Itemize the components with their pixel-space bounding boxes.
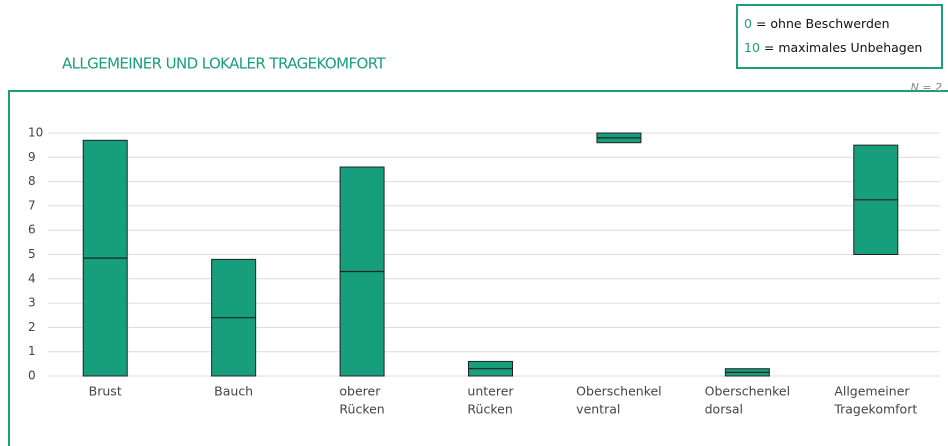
x-tick-label: Rücken xyxy=(467,402,512,417)
y-tick-label: 4 xyxy=(28,271,36,285)
frame xyxy=(8,90,948,446)
y-tick-label: 7 xyxy=(28,198,36,212)
x-tick-label: Oberschenkel xyxy=(576,384,661,399)
x-tick-label: Bauch xyxy=(214,384,253,399)
scale-note-box xyxy=(736,4,943,69)
x-tick-label: Brust xyxy=(89,384,122,399)
sample-note: N = 2 xyxy=(911,81,942,94)
y-tick-label: 5 xyxy=(28,247,36,261)
x-tick-label: unterer xyxy=(467,384,514,399)
y-tick-label: 10 xyxy=(28,126,43,140)
scale-text: = ohne Beschwerden xyxy=(756,16,890,31)
x-tick-label: Oberschenkel xyxy=(705,384,790,399)
y-tick-label: 1 xyxy=(28,344,36,358)
x-tick-label: Rücken xyxy=(339,402,384,417)
scale-note: 0 = ohne Beschwerden xyxy=(744,16,890,31)
x-tick-label: Tragekomfort xyxy=(833,402,917,417)
scale-key: 0 xyxy=(744,16,752,31)
x-tick-label: ventral xyxy=(576,402,620,417)
scale-key: 10 xyxy=(744,40,760,55)
chart-title: ALLGEMEINER UND LOKALER TRAGEKOMFORT xyxy=(62,55,386,73)
scale-text: = maximales Unbehagen xyxy=(764,40,922,55)
y-tick-label: 6 xyxy=(28,223,36,237)
scale-note: 10 = maximales Unbehagen xyxy=(744,40,922,55)
x-tick-label: Allgemeiner xyxy=(834,384,910,399)
x-tick-label: dorsal xyxy=(705,402,743,417)
y-tick-label: 9 xyxy=(28,150,36,164)
y-tick-label: 8 xyxy=(28,174,36,188)
x-tick-label: oberer xyxy=(339,384,381,399)
y-tick-label: 2 xyxy=(28,320,36,334)
y-tick-label: 3 xyxy=(28,296,36,310)
y-tick-label: 0 xyxy=(28,369,36,383)
